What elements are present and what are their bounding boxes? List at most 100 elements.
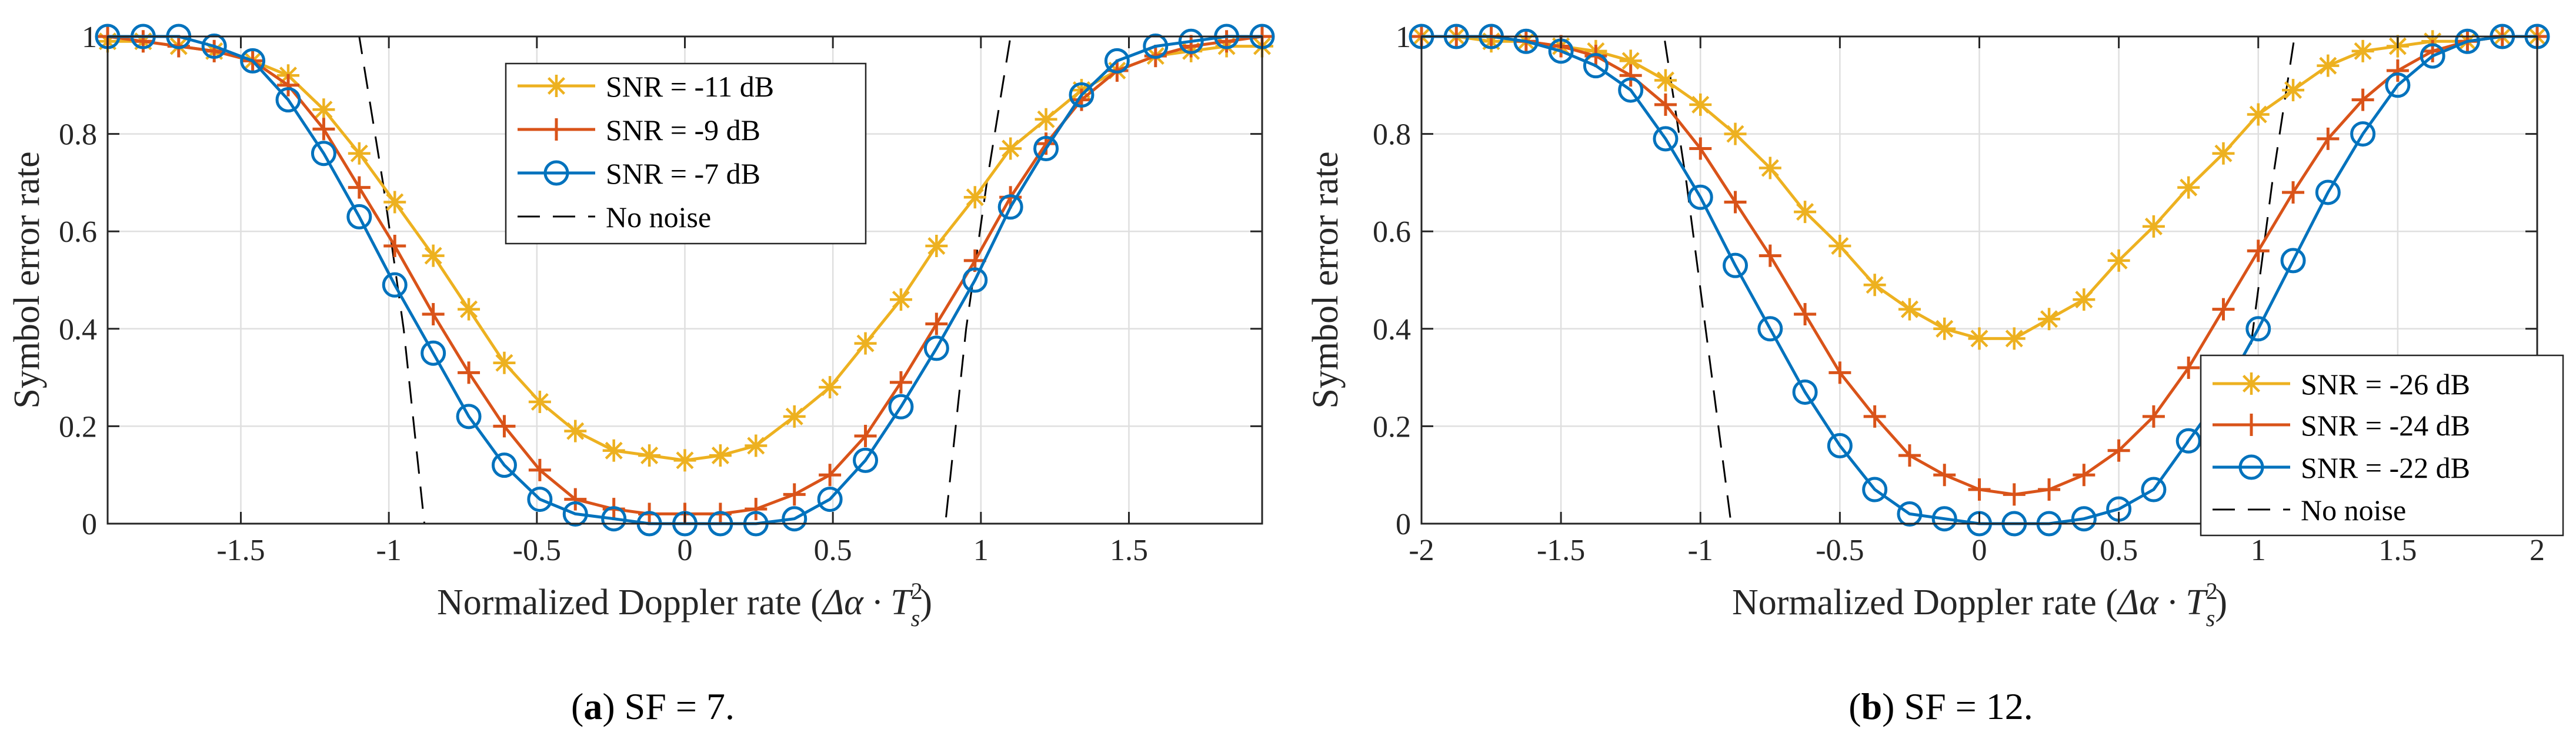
series-point-b-2-7	[1653, 126, 1679, 152]
series-point-a-2-14	[601, 506, 627, 532]
x-tick-label-b-0: -2	[1409, 534, 1434, 567]
series-point-b-0-15	[1933, 317, 1956, 340]
series-point-a-1-13	[564, 488, 587, 511]
series-point-a-2-28	[1104, 48, 1130, 74]
series-point-a-1-20	[819, 464, 842, 487]
series-point-a-0-23	[925, 235, 948, 258]
series-point-b-2-22	[2175, 428, 2201, 454]
legend-b: SNR = -26 dB SNR = -24 dB SNR = -22 dB N…	[2200, 354, 2564, 537]
series-point-b-0-11	[1794, 201, 1817, 224]
ticks-b: -2 -1.5 -1 -0.5 0 0.5 1 1.5 2 0 0.2 0.4 0.6 0.8 1	[1373, 21, 2545, 567]
series-point-a-2-7	[346, 204, 372, 229]
series-point-b-0-25	[2282, 79, 2305, 102]
series-point-b-1-13	[1863, 405, 1886, 428]
series-point-b-0-24	[2247, 103, 2270, 126]
series-point-a-2-10	[456, 404, 482, 430]
x-tick-label-b-6: 1	[2251, 534, 2266, 567]
series-point-b-2-14	[1897, 501, 1923, 527]
legend-item-b-0: SNR = -26 dB	[2213, 368, 2470, 401]
x-axis-label-suffix-a: )	[920, 582, 932, 623]
series-point-a-0-19	[783, 405, 806, 428]
x-tick-label-a-2: -0.5	[513, 534, 561, 567]
series-point-b-0-6	[1619, 49, 1642, 72]
caption-label-a: a	[583, 685, 602, 727]
series-point-a-2-25	[997, 194, 1023, 220]
series-point-a-2-24	[962, 267, 988, 293]
series-point-b-0-12	[1828, 235, 1851, 258]
series-point-b-1-17	[2003, 483, 2026, 506]
legend-marker-b-0	[2240, 372, 2263, 395]
legend-label-b-0: SNR = -26 dB	[2301, 368, 2470, 401]
legend-box-b	[2200, 354, 2564, 537]
series-point-a-0-15	[638, 444, 661, 467]
legend-marker-shape-a-1	[545, 118, 568, 141]
series-point-a-0-10	[458, 298, 481, 321]
caption-label-a-close: )	[602, 685, 624, 727]
series-point-b-2-24	[2245, 316, 2271, 342]
series-point-b-0-27	[2351, 39, 2374, 62]
legend-item-a-0: SNR = -11 dB	[518, 70, 774, 103]
series-point-b-1-28	[2386, 59, 2409, 82]
series-point-a-0-14	[602, 439, 625, 462]
series-point-b-1-11	[1794, 302, 1817, 325]
y-tick-label-a-1: 0.2	[59, 410, 97, 444]
series-point-b-0-16	[1968, 327, 1991, 350]
series-point-a-2-19	[782, 506, 807, 532]
series-point-a-2-6	[311, 141, 336, 167]
series-point-a-1-12	[528, 458, 551, 481]
legend-marker-b-2	[2238, 454, 2264, 480]
chart-panel-a: -1.5 -1 -0.5 0 0.5 1 1.5 0 0.2 0.4 0.6 0.8 1 Symbol …	[7, 21, 1275, 727]
x-axis-label-sup-a: 2	[911, 578, 923, 604]
series-point-a-0-22	[889, 288, 912, 311]
x-tick-label-a-0: -1.5	[216, 534, 265, 567]
series-point-a-0-7	[348, 142, 371, 165]
x-tick-label-b-3: -0.5	[1816, 534, 1864, 567]
x-axis-label-a: Normalized Doppler rate (Δα · T2 s)	[437, 578, 932, 631]
y-tick-label-a-5: 1	[82, 21, 97, 54]
series-point-a-1-19	[783, 483, 806, 506]
series-point-b-1-21	[2142, 405, 2165, 428]
legend-label-a-2: SNR = -7 dB	[606, 157, 760, 190]
series-point-a-1-6	[312, 118, 335, 141]
series-point-b-2-29	[2420, 43, 2445, 69]
series-point-b-1-27	[2351, 88, 2374, 111]
series-point-b-2-26	[2315, 179, 2341, 205]
series-point-b-2-28	[2385, 72, 2411, 98]
series-point-b-2-27	[2350, 121, 2376, 147]
series-point-a-2-3	[201, 34, 227, 59]
series-point-a-2-8	[382, 272, 408, 298]
series-point-b-1-12	[1828, 361, 1851, 384]
series-point-b-0-19	[2073, 288, 2095, 311]
series-point-b-0-18	[2038, 308, 2061, 331]
legend-marker-a-0	[545, 75, 568, 97]
series-point-b-0-23	[2212, 142, 2235, 165]
series-point-b-1-18	[2038, 478, 2061, 501]
caption-a: (a) SF = 7.	[571, 685, 735, 727]
series-point-b-2-21	[2141, 477, 2167, 502]
y-axis-label-a: Symbol error rate	[7, 151, 47, 408]
x-axis-label-math-a: Δα · T	[821, 582, 913, 623]
caption-text-b: SF = 12.	[1904, 685, 2033, 727]
x-tick-label-a-1: -1	[376, 534, 402, 567]
series-point-a-2-13	[562, 501, 588, 527]
series-point-b-1-14	[1898, 444, 1921, 467]
series-point-b-0-20	[2107, 249, 2130, 272]
x-tick-label-a-4: 0.5	[814, 534, 852, 567]
legend-label-b-2: SNR = -22 dB	[2301, 451, 2470, 484]
series-point-a-2-11	[491, 452, 517, 478]
x-tick-label-b-1: -1.5	[1537, 534, 1585, 567]
series-point-b-2-8	[1687, 184, 1713, 210]
series-point-a-2-22	[888, 394, 914, 420]
series-point-b-0-21	[2142, 215, 2165, 238]
y-tick-label-a-4: 0.8	[59, 118, 97, 152]
series-point-b-2-9	[1723, 252, 1749, 278]
x-tick-label-b-2: -1	[1688, 534, 1713, 567]
series-point-b-1-8	[1689, 137, 1712, 160]
chart-panel-b: -2 -1.5 -1 -0.5 0 0.5 1 1.5 2 0 0.2 0.4 0.6 0.8 1 Symb…	[1306, 21, 2564, 727]
legend-marker-b-1	[2240, 414, 2263, 436]
series-point-b-1-23	[2212, 298, 2235, 321]
series-point-b-0-7	[1654, 69, 1677, 92]
series-point-a-1-21	[854, 424, 877, 447]
x-axis-label-sup-b: 2	[2206, 578, 2218, 604]
series-point-b-2-3	[1513, 28, 1539, 54]
